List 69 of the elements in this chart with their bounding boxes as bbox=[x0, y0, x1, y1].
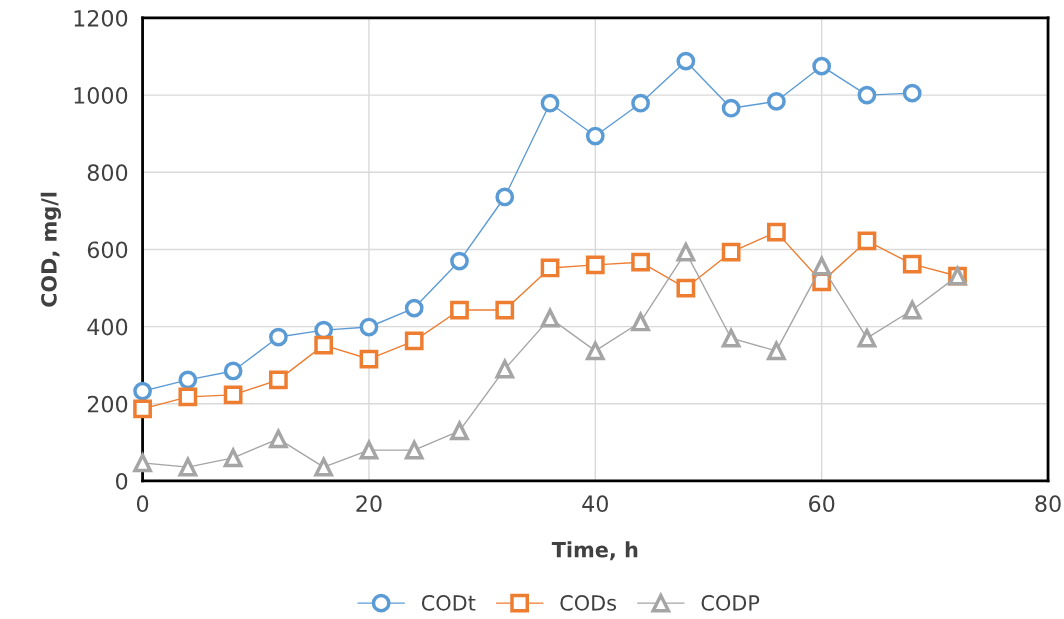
point bbox=[630, 310, 651, 332]
point bbox=[676, 278, 696, 298]
point bbox=[450, 251, 469, 271]
point bbox=[314, 335, 334, 355]
point bbox=[404, 298, 424, 318]
point bbox=[133, 399, 152, 419]
point bbox=[268, 427, 289, 449]
x-tick-label: 80 bbox=[1035, 495, 1061, 513]
point bbox=[359, 317, 379, 337]
x-tick-label: 60 bbox=[809, 495, 835, 513]
point bbox=[359, 349, 379, 369]
x-tick-label: 40 bbox=[582, 495, 608, 513]
y-axis-title: COD, mg/l bbox=[40, 192, 62, 307]
point bbox=[495, 187, 515, 207]
point bbox=[767, 91, 786, 111]
point bbox=[495, 300, 515, 320]
point bbox=[177, 455, 199, 477]
point bbox=[178, 387, 198, 407]
point bbox=[450, 300, 469, 320]
point bbox=[223, 361, 243, 381]
point bbox=[676, 51, 696, 71]
point bbox=[857, 328, 877, 348]
point bbox=[721, 328, 741, 348]
x-axis-title: Time, h bbox=[551, 541, 638, 561]
y-tick-label: 0 bbox=[116, 472, 128, 490]
point bbox=[767, 222, 786, 242]
point bbox=[902, 83, 922, 103]
point bbox=[812, 56, 832, 76]
point bbox=[902, 254, 922, 274]
point bbox=[585, 339, 606, 361]
x-tick-label: 20 bbox=[356, 495, 382, 513]
y-tick-label: 400 bbox=[87, 318, 128, 336]
legend-label: CODs bbox=[560, 595, 617, 611]
y-tick-label: 600 bbox=[87, 241, 128, 259]
point bbox=[133, 381, 152, 401]
point bbox=[358, 438, 380, 460]
y-tick-label: 800 bbox=[87, 164, 128, 182]
y-tick-label: 1200 bbox=[74, 9, 128, 27]
point bbox=[540, 258, 560, 278]
point bbox=[721, 242, 741, 262]
point bbox=[133, 453, 152, 473]
point bbox=[585, 255, 605, 275]
y-tick-label: 1000 bbox=[74, 87, 128, 104]
legend-label: CODt bbox=[421, 595, 476, 611]
point bbox=[676, 242, 696, 262]
point bbox=[540, 93, 560, 113]
point bbox=[857, 231, 877, 251]
point bbox=[766, 339, 787, 361]
legend-label: CODP bbox=[701, 595, 760, 611]
point bbox=[631, 93, 650, 113]
x-tick-label: 0 bbox=[136, 495, 149, 513]
point bbox=[178, 370, 198, 390]
point bbox=[494, 357, 515, 379]
point bbox=[539, 306, 561, 328]
point bbox=[269, 327, 288, 347]
point bbox=[721, 98, 741, 118]
point bbox=[811, 254, 832, 276]
point bbox=[857, 85, 877, 105]
point bbox=[313, 455, 334, 477]
y-tick-label: 200 bbox=[87, 395, 128, 413]
point bbox=[223, 448, 243, 468]
point bbox=[902, 298, 923, 320]
point bbox=[223, 385, 243, 405]
point bbox=[585, 126, 605, 146]
point bbox=[404, 438, 425, 460]
point bbox=[269, 370, 288, 390]
point bbox=[450, 421, 469, 441]
point bbox=[631, 252, 650, 272]
point bbox=[404, 331, 424, 351]
